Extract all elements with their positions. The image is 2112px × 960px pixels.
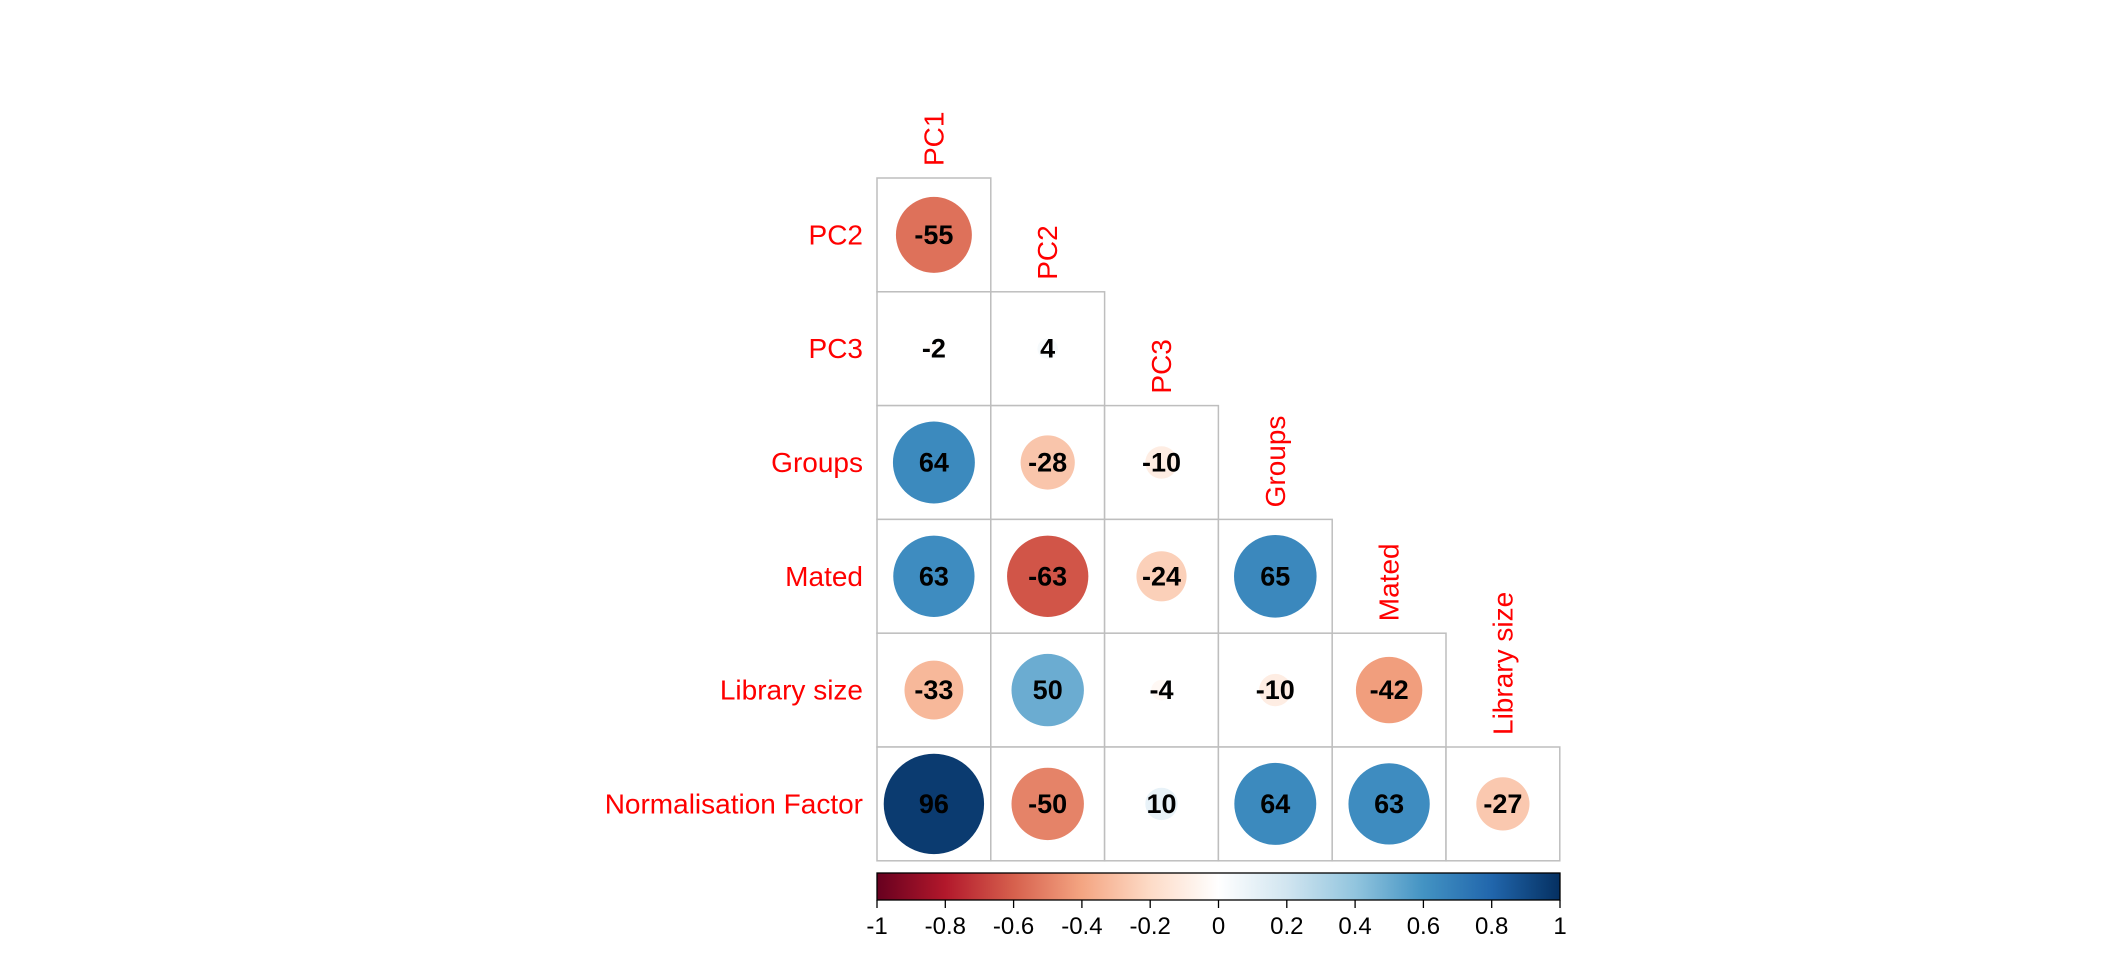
column-label-groups: Groups <box>1260 416 1291 508</box>
color-legend: -1 -0.8 -0.6 -0.4 -0.2 0 0.2 0.4 0.6 0.8 1 <box>866 872 1567 940</box>
correlation-circle <box>1259 673 1292 707</box>
color-legend-tick-label: -0.4 <box>1061 913 1102 940</box>
color-legend-tick-label: 1 <box>1553 913 1566 940</box>
correlation-value: -33 <box>914 675 953 705</box>
grid-cell <box>1331 632 1447 748</box>
correlation-circle <box>1145 787 1178 821</box>
column-label-library-size: Library size <box>1487 592 1518 735</box>
color-legend-tick-label: -0.6 <box>993 913 1034 940</box>
correlation-circle <box>904 660 964 720</box>
color-legend-tick-label: -0.8 <box>925 913 966 940</box>
correlation-value: 64 <box>1260 789 1290 819</box>
correlation-value: -63 <box>1028 561 1067 591</box>
color-legend-tick-label: 0.6 <box>1407 913 1440 940</box>
column-label-pc3: PC3 <box>1146 339 1177 393</box>
correlation-value: -10 <box>1142 448 1181 478</box>
correlation-value: -27 <box>1483 789 1522 819</box>
correlation-circle <box>1234 535 1317 618</box>
correlation-circle <box>1020 435 1075 490</box>
correlation-value: -50 <box>1028 789 1067 819</box>
correlation-circle <box>1011 767 1084 841</box>
color-legend-tick-label: 0.8 <box>1475 913 1508 940</box>
row-label-library-size: Library size <box>720 675 863 706</box>
correlation-circle <box>1476 777 1530 831</box>
color-legend-tick-label: -1 <box>866 913 887 940</box>
correlation-circle <box>895 196 972 273</box>
color-legend-tick-label: 0.2 <box>1270 913 1303 940</box>
correlation-value: -4 <box>1149 675 1173 705</box>
color-legend-tick-label: 0.4 <box>1338 913 1371 940</box>
correlation-circle <box>1007 535 1089 617</box>
correlation-value: 63 <box>919 561 949 591</box>
correlation-value: 63 <box>1374 789 1404 819</box>
row-label-pc3: PC3 <box>809 333 863 364</box>
row-label-normalisation-factor: Normalisation Factor <box>605 788 863 819</box>
correlation-value: -42 <box>1370 675 1409 705</box>
correlation-circle <box>883 753 985 855</box>
row-label-pc2: PC2 <box>809 219 863 250</box>
column-labels: PC1 PC2 PC3 Groups Mated Library size <box>918 112 1518 735</box>
row-label-groups: Groups <box>771 447 863 478</box>
color-legend-tick-label: -0.2 <box>1130 913 1171 940</box>
correlation-value: 96 <box>919 789 949 819</box>
color-legend-tick-label: 0 <box>1212 913 1225 940</box>
column-label-mated: Mated <box>1374 543 1405 621</box>
correlation-value: -2 <box>922 334 946 364</box>
color-legend-ticks: -1 -0.8 -0.6 -0.4 -0.2 0 0.2 0.4 0.6 0.8 1 <box>866 900 1567 940</box>
correlation-circle <box>1136 551 1187 602</box>
correlation-value: 10 <box>1146 789 1176 819</box>
correlation-value: 65 <box>1260 561 1290 591</box>
correlation-circles <box>883 196 1530 855</box>
grid-cell <box>1217 632 1333 748</box>
correlation-circle <box>1151 679 1172 701</box>
correlation-circle <box>892 421 975 504</box>
correlation-value: -10 <box>1256 675 1295 705</box>
correlation-value: 50 <box>1033 675 1063 705</box>
column-label-pc1: PC1 <box>918 112 949 166</box>
row-labels: PC2 PC3 Groups Mated Library size Normalisati… <box>605 219 863 819</box>
correlation-value: -24 <box>1142 561 1181 591</box>
correlation-value: 4 <box>1040 334 1055 364</box>
correlation-value: -55 <box>914 220 953 250</box>
color-legend-bar <box>876 872 1561 901</box>
row-label-mated: Mated <box>785 561 863 592</box>
correlation-circle <box>1145 446 1178 479</box>
correlation-circle <box>1355 656 1423 724</box>
correlation-circle <box>1011 653 1084 727</box>
correlation-circle <box>1037 338 1058 359</box>
correlation-circle <box>1348 763 1430 845</box>
correlation-circle <box>926 341 942 356</box>
correlation-circle <box>1234 762 1317 845</box>
correlation-circle <box>893 535 975 617</box>
correlation-value: -28 <box>1028 448 1067 478</box>
grid <box>876 177 1561 862</box>
column-label-pc2: PC2 <box>1032 225 1063 279</box>
correlation-value: 64 <box>919 448 949 478</box>
